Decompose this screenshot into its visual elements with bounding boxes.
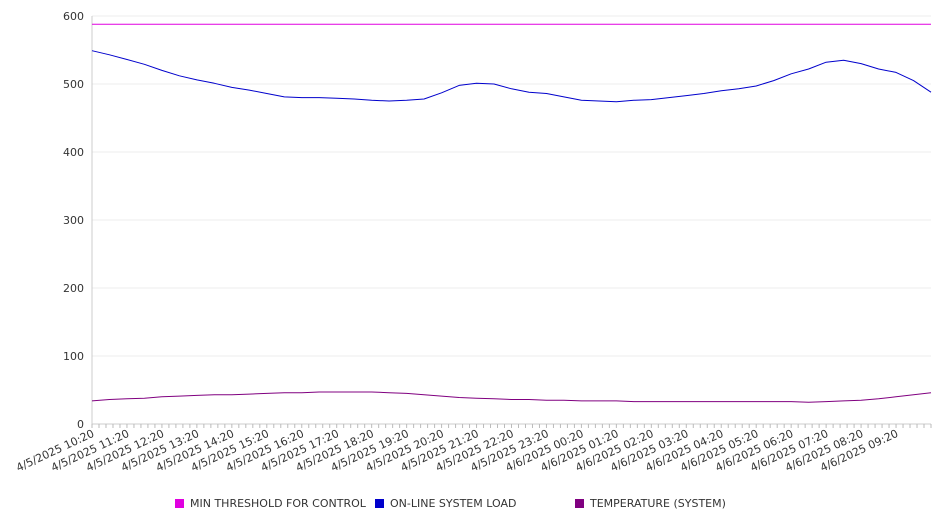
series-lines — [91, 23, 932, 403]
legend-label-temperature: TEMPERATURE (SYSTEM) — [590, 497, 726, 510]
y-tick-label: 0 — [77, 418, 84, 431]
axes — [91, 16, 932, 428]
grid-lines — [92, 15, 931, 425]
x-tick-labels: 4/5/2025 10:204/5/2025 11:204/5/2025 12:… — [14, 427, 900, 475]
y-tick-labels: 0 100 200 300 400 500 600 — [63, 10, 84, 431]
legend-swatch-temperature — [575, 499, 584, 508]
legend-item-temperature: TEMPERATURE (SYSTEM) — [575, 497, 726, 510]
y-tick-label: 100 — [63, 350, 84, 363]
legend: MIN THRESHOLD FOR CONTROL ON-LINE SYSTEM… — [0, 497, 946, 515]
legend-label-min-threshold: MIN THRESHOLD FOR CONTROL — [190, 497, 366, 510]
y-tick-label: 300 — [63, 214, 84, 227]
y-tick-label: 200 — [63, 282, 84, 295]
legend-swatch-system-load — [375, 499, 384, 508]
legend-swatch-min-threshold — [175, 499, 184, 508]
legend-item-system-load: ON-LINE SYSTEM LOAD — [375, 497, 516, 510]
y-tick-label: 600 — [63, 10, 84, 23]
series-line-2 — [91, 391, 932, 403]
legend-item-min-threshold: MIN THRESHOLD FOR CONTROL — [175, 497, 366, 510]
legend-label-system-load: ON-LINE SYSTEM LOAD — [390, 497, 517, 510]
y-tick-label: 400 — [63, 146, 84, 159]
series-line-1 — [91, 50, 932, 103]
y-tick-label: 500 — [63, 78, 84, 91]
